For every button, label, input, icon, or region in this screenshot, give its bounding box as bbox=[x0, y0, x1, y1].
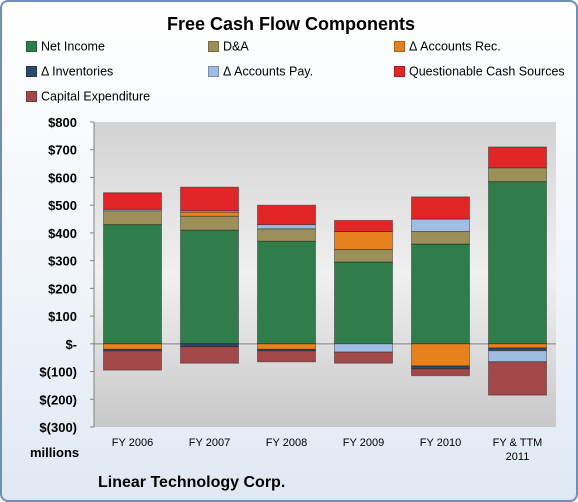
bar-segment bbox=[103, 210, 162, 226]
legend-swatch bbox=[26, 66, 37, 78]
legend-item: Δ Accounts Pay. bbox=[208, 64, 313, 80]
x-tick-label: FY & TTM bbox=[493, 437, 543, 449]
x-tick-label: FY 2007 bbox=[189, 437, 230, 449]
y-tick-label: $100 bbox=[48, 309, 77, 324]
bar-segment bbox=[488, 167, 547, 183]
legend-item: D&A bbox=[208, 39, 249, 55]
bar-segment bbox=[411, 368, 470, 377]
legend-label: Questionable Cash Sources bbox=[409, 64, 565, 79]
legend-label: Net Income bbox=[41, 39, 105, 54]
bar-segment bbox=[411, 243, 470, 345]
y-tick-label: $200 bbox=[48, 281, 77, 296]
y-tick-label: $(200) bbox=[39, 392, 77, 407]
y-tick-label: $300 bbox=[48, 254, 77, 269]
legend-swatch bbox=[208, 41, 219, 53]
y-tick-label: $- bbox=[65, 337, 77, 352]
legend-swatch bbox=[26, 91, 37, 103]
company-name: Linear Technology Corp. bbox=[98, 474, 286, 491]
bar-segment bbox=[334, 231, 393, 251]
bar-segment bbox=[257, 228, 316, 242]
bar-segment bbox=[103, 224, 162, 345]
bar-segment bbox=[488, 343, 547, 349]
legend-item: Δ Accounts Rec. bbox=[394, 39, 501, 55]
bar-segment bbox=[180, 346, 239, 364]
bar-segment bbox=[488, 350, 547, 363]
legend-swatch bbox=[394, 41, 405, 53]
legend-item: Net Income bbox=[26, 39, 105, 55]
legend-item: Δ Inventories bbox=[26, 64, 113, 80]
legend-item: Questionable Cash Sources bbox=[394, 64, 565, 80]
y-tick-label: $(300) bbox=[39, 420, 77, 435]
bar-segment bbox=[411, 231, 470, 245]
legend-label: Δ Accounts Pay. bbox=[223, 64, 314, 79]
bar-segment bbox=[411, 196, 470, 220]
chart-legend: Net Income D&A Δ Accounts Rec. Δ Inventorie… bbox=[2, 37, 576, 109]
bar-segment bbox=[334, 343, 393, 353]
y-tick-label: $600 bbox=[48, 170, 77, 185]
bar-segment bbox=[103, 350, 162, 371]
x-tick-label: FY 2006 bbox=[112, 437, 153, 449]
bar-segment bbox=[103, 343, 162, 350]
legend-label: Δ Inventories bbox=[41, 64, 114, 79]
legend-item: Capital Expenditure bbox=[26, 89, 150, 105]
units-label: millions bbox=[30, 445, 80, 460]
bar-segment bbox=[180, 229, 239, 345]
legend-swatch bbox=[394, 66, 405, 78]
bar-segment bbox=[334, 219, 393, 233]
bar-segment bbox=[257, 204, 316, 226]
bar-segment bbox=[488, 146, 547, 169]
plot-area bbox=[94, 122, 556, 427]
x-tick-label: FY 2010 bbox=[420, 437, 461, 449]
legend-label: Δ Accounts Rec. bbox=[409, 39, 501, 54]
x-tick-label: 2011 bbox=[506, 451, 530, 463]
legend-swatch bbox=[26, 41, 37, 53]
bar-segment bbox=[103, 192, 162, 210]
y-tick-label: $800 bbox=[48, 115, 77, 130]
legend-label: Capital Expenditure bbox=[41, 89, 151, 104]
x-tick-label: FY 2009 bbox=[343, 437, 384, 449]
bar-segment bbox=[180, 186, 239, 212]
bar-segment bbox=[257, 350, 316, 363]
bar-segment bbox=[334, 261, 393, 345]
x-tick-label: FY 2008 bbox=[266, 437, 307, 449]
y-tick-label: $700 bbox=[48, 143, 77, 158]
chart-title: Free Cash Flow Components bbox=[166, 14, 416, 34]
y-tick-label: $(100) bbox=[39, 365, 77, 380]
y-tick-label: $400 bbox=[48, 226, 77, 241]
bar-segment bbox=[180, 211, 239, 217]
legend-label: D&A bbox=[223, 39, 249, 54]
bar-segment bbox=[488, 181, 547, 345]
bar-segment bbox=[411, 218, 470, 233]
y-tick-label: $500 bbox=[48, 198, 77, 213]
bar-segment bbox=[180, 215, 239, 231]
bar-segment bbox=[334, 351, 393, 364]
bar-segment bbox=[257, 240, 316, 345]
bar-segment bbox=[257, 224, 316, 230]
bar-segment bbox=[334, 249, 393, 263]
bar-segment bbox=[257, 343, 316, 350]
legend-swatch bbox=[208, 66, 219, 78]
bar-segment bbox=[488, 361, 547, 396]
bar-segment bbox=[411, 343, 470, 367]
bar-segment bbox=[180, 210, 239, 213]
